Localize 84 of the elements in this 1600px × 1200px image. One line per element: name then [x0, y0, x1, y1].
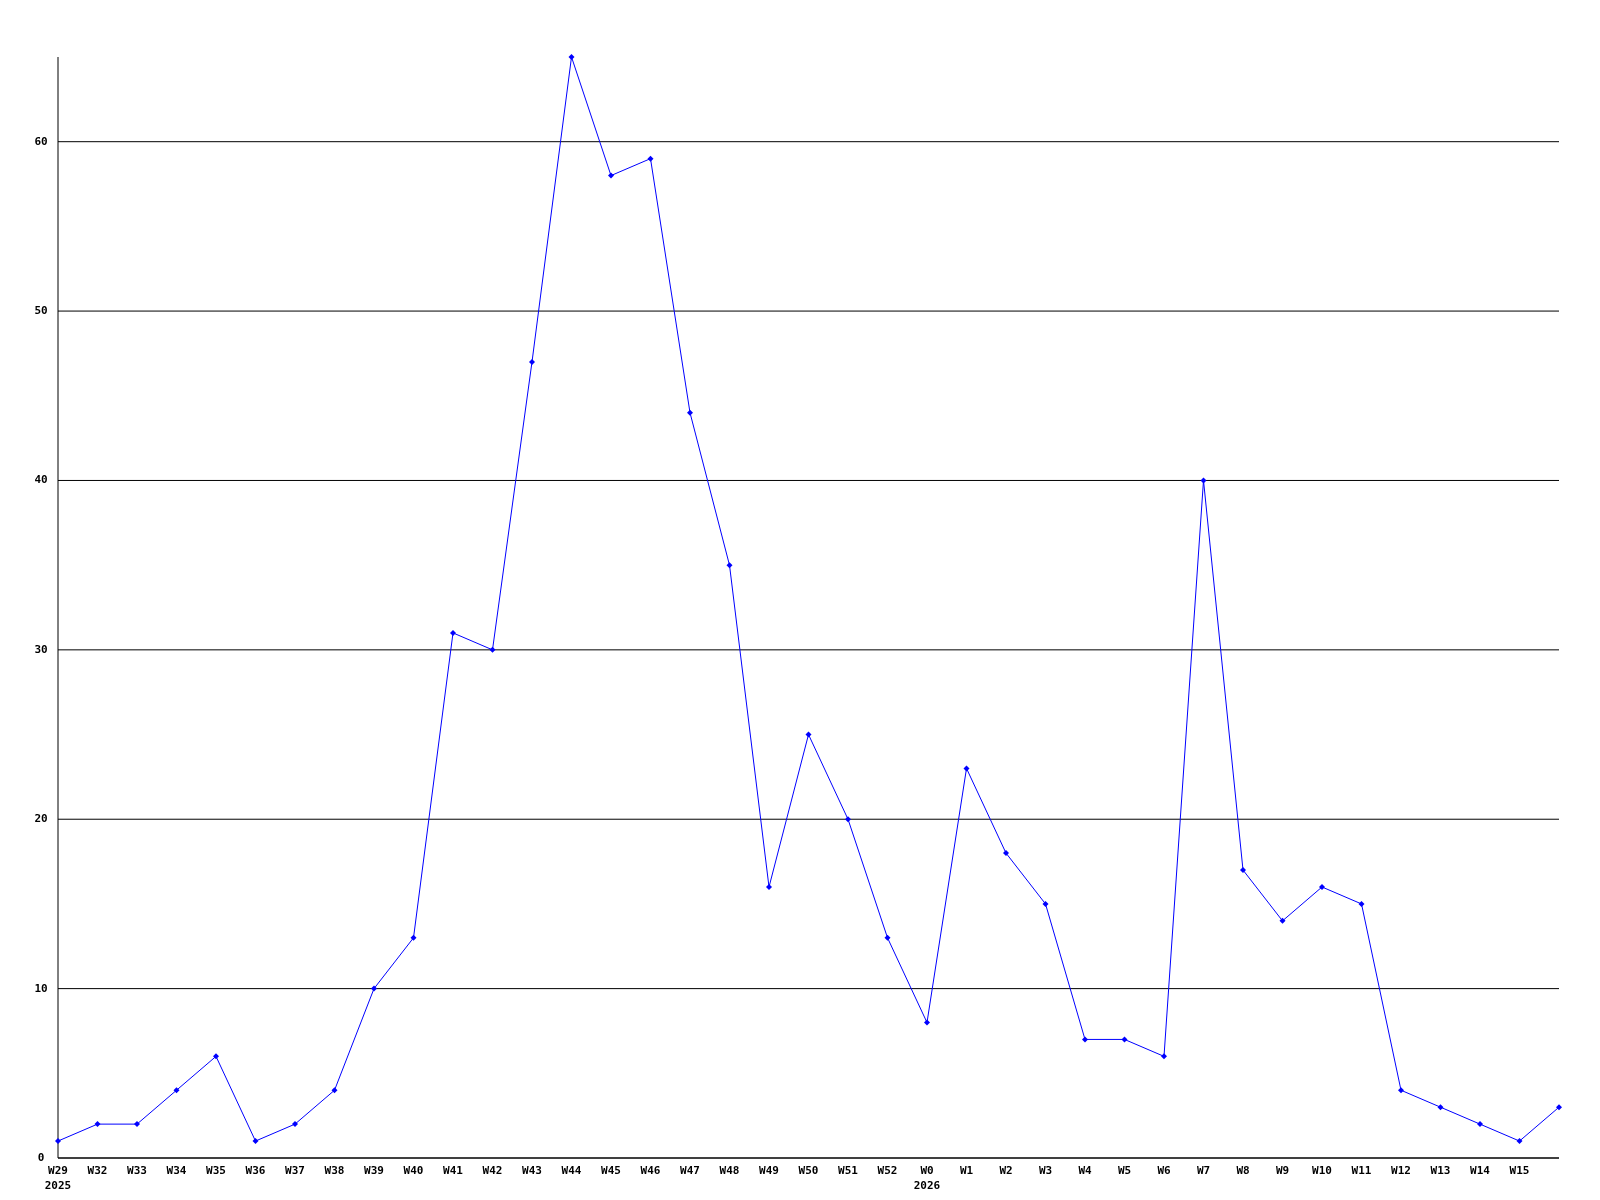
x-tick-label: W47: [680, 1164, 700, 1177]
point: [1398, 1087, 1404, 1094]
point: [647, 155, 654, 162]
x-tick-label: W1: [959, 1164, 974, 1177]
point: [608, 172, 614, 179]
point: [1121, 1036, 1128, 1043]
x-tick-label: W50: [798, 1164, 819, 1177]
point: [529, 358, 535, 365]
x-tick-label: W5: [1117, 1164, 1132, 1177]
x-tick-label: W45: [601, 1164, 621, 1177]
x-tick-label: W3: [1038, 1164, 1053, 1177]
x-tick-label: W13: [1430, 1164, 1451, 1177]
x-tick-label: W38: [324, 1164, 345, 1177]
x-tick-label: W0 2026: [913, 1164, 941, 1192]
point: [94, 1121, 101, 1128]
point: [371, 985, 377, 992]
point: [1279, 917, 1286, 924]
point: [568, 54, 575, 60]
x-tick-label: W46: [640, 1164, 661, 1177]
x-tick-label: W52: [877, 1164, 898, 1177]
x-tick-label: W51: [838, 1164, 859, 1177]
x-tick-label: W49: [759, 1164, 779, 1177]
point: [766, 883, 772, 890]
y-tick-label: 40: [34, 473, 48, 487]
point: [924, 1019, 930, 1026]
x-tick-label: W48: [719, 1164, 740, 1177]
y-tick-label: 0: [37, 1151, 45, 1164]
x-tick-label: W32: [87, 1164, 108, 1177]
point: [1200, 477, 1207, 484]
point: [1003, 850, 1009, 857]
point: [410, 934, 417, 941]
x-tick-label: W15: [1509, 1164, 1530, 1177]
y-tick-label: 60: [34, 134, 48, 148]
point: [173, 1087, 180, 1094]
y-tick-label: 10: [34, 981, 48, 995]
x-tick-label: W12: [1391, 1164, 1411, 1177]
point: [134, 1121, 140, 1128]
point: [1358, 900, 1365, 907]
x-tick-label: W44: [561, 1164, 582, 1177]
point: [1556, 1104, 1562, 1111]
x-tick-label: W4: [1078, 1164, 1092, 1177]
x-tick-label: W2: [999, 1164, 1013, 1177]
x-tick-label: W41: [443, 1164, 464, 1177]
x-tick-label: W7: [1196, 1164, 1211, 1177]
point: [489, 646, 496, 653]
x-tick-label: W36: [245, 1164, 266, 1177]
x-tick-label: W11: [1351, 1164, 1372, 1177]
y-tick-label: 50: [34, 304, 48, 318]
point: [687, 409, 693, 416]
point: [1477, 1121, 1483, 1128]
point: [1042, 900, 1049, 907]
point: [1161, 1053, 1167, 1060]
x-tick-label: W8: [1236, 1164, 1250, 1177]
x-tick-label: W35: [206, 1164, 226, 1177]
x-tick-label: W42: [482, 1164, 503, 1177]
point: [252, 1138, 259, 1145]
x-tick-label: W6: [1157, 1164, 1171, 1177]
y-tick-label: 30: [34, 642, 48, 656]
x-tick-label: W39: [364, 1164, 384, 1177]
point: [213, 1053, 219, 1060]
x-tick-label: W34: [166, 1164, 187, 1177]
point: [1319, 883, 1325, 890]
x-tick-label: W43: [522, 1164, 542, 1177]
point: [292, 1121, 298, 1128]
y-tick-label: 20: [34, 812, 48, 826]
x-tick-label: W37: [285, 1164, 305, 1177]
x-tick-label: W33: [127, 1164, 147, 1177]
x-tick-label: W14: [1470, 1164, 1491, 1177]
point: [726, 562, 733, 569]
point: [55, 1138, 61, 1145]
point: [1437, 1104, 1444, 1111]
point: [1516, 1138, 1523, 1145]
point: [963, 765, 970, 772]
point: [884, 934, 891, 941]
point: [805, 731, 812, 738]
point: [845, 816, 851, 823]
x-tick-label: W9: [1275, 1164, 1290, 1177]
x-tick-label: W29 2025: [44, 1164, 72, 1192]
point: [331, 1087, 338, 1094]
x-tick-label: W10: [1312, 1164, 1332, 1177]
x-tick-label: W40: [403, 1164, 424, 1177]
point: [1240, 867, 1246, 874]
point: [450, 629, 456, 636]
point: [1082, 1036, 1088, 1043]
